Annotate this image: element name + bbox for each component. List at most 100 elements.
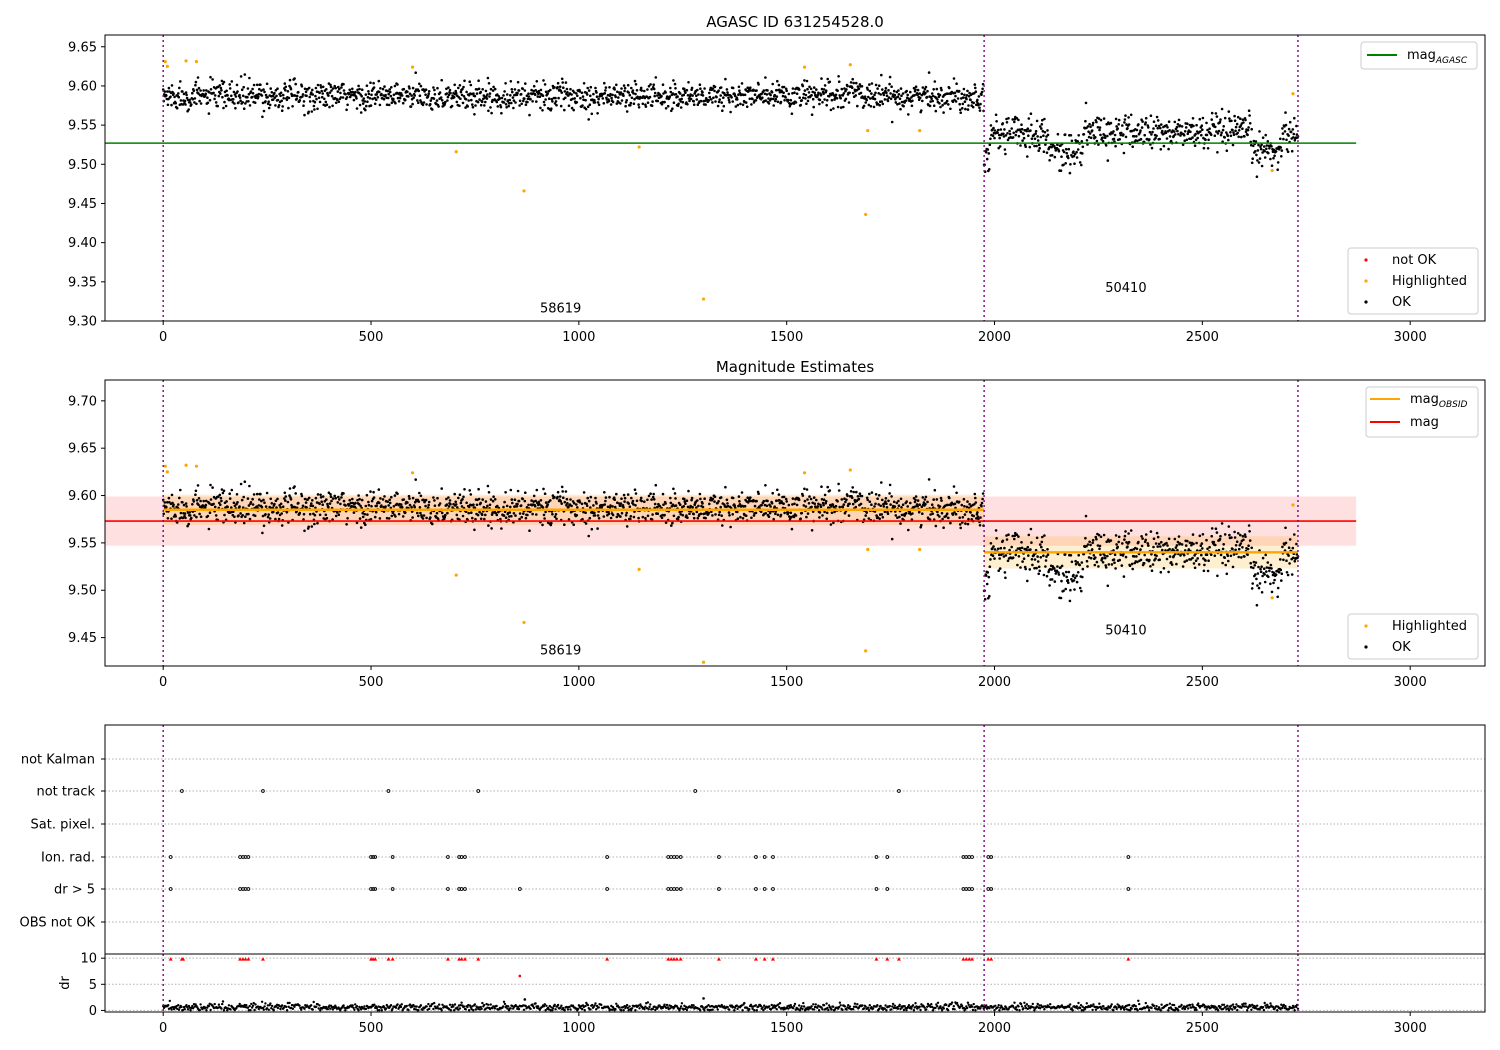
flag-marker (246, 855, 251, 859)
ok-point (518, 512, 522, 515)
ok-point (1133, 135, 1136, 138)
ok-point (527, 503, 530, 507)
ok-point (721, 109, 724, 112)
ok-point (1209, 553, 1213, 556)
ok-point (1172, 554, 1176, 558)
ok-point (1161, 129, 1164, 133)
ok-point (1210, 111, 1214, 115)
ok-point (1284, 526, 1287, 530)
ok-point (268, 517, 272, 520)
ok-point (960, 92, 964, 96)
dr-point (502, 1005, 505, 1008)
ok-point (455, 100, 459, 104)
ok-point (1013, 534, 1017, 537)
ok-point (183, 512, 187, 515)
ok-point (910, 518, 914, 521)
ok-point (585, 93, 589, 96)
ok-point (585, 504, 589, 508)
ok-point (1215, 115, 1219, 118)
ok-point (264, 505, 268, 508)
ok-point (1018, 128, 1022, 131)
ok-point (1002, 555, 1006, 558)
ok-point (318, 91, 321, 95)
ok-point (303, 113, 306, 117)
ok-point (314, 86, 318, 90)
ok-point (1183, 139, 1186, 142)
ok-point (418, 491, 421, 495)
ok-point (878, 517, 881, 521)
ok-point (284, 85, 288, 89)
ok-point (674, 504, 678, 507)
ok-point (1037, 149, 1040, 152)
ok-point (977, 95, 981, 98)
ok-point (1066, 154, 1070, 158)
ok-point (661, 83, 665, 86)
ok-point (338, 87, 341, 91)
ok-point (818, 98, 822, 102)
ok-point (890, 120, 894, 124)
ok-point (1104, 566, 1108, 569)
ok-point (1249, 143, 1253, 147)
dr-point (452, 1005, 455, 1008)
ok-point (1035, 536, 1039, 540)
ok-point (360, 94, 364, 98)
ok-point (310, 91, 313, 94)
ok-point (697, 93, 700, 96)
ok-point (1021, 560, 1024, 563)
ok-point (1053, 580, 1057, 583)
ok-point (727, 511, 731, 514)
ok-point (866, 498, 869, 502)
flag-marker (885, 887, 890, 891)
ok-point (255, 83, 259, 87)
ok-point (508, 511, 512, 514)
ok-point (622, 493, 626, 497)
ok-point (1001, 122, 1005, 125)
ok-point (811, 510, 815, 513)
dr-point (415, 1005, 418, 1008)
ok-point (731, 86, 735, 90)
dr-point (440, 1009, 443, 1012)
ok-point (1123, 538, 1126, 541)
ok-point (1200, 124, 1204, 127)
ok-point (601, 97, 605, 100)
ok-point (613, 498, 616, 502)
ok-point (1168, 129, 1171, 132)
ok-point (823, 98, 826, 101)
ok-point (868, 89, 872, 93)
ok-point (1140, 126, 1144, 129)
ok-point (479, 517, 483, 521)
ok-point (1075, 574, 1078, 577)
ok-point (613, 88, 616, 91)
highlighted-point (184, 59, 188, 63)
ok-point (1242, 538, 1245, 542)
ok-point (683, 497, 686, 501)
ok-point (804, 97, 807, 100)
ok-point (327, 505, 330, 509)
ok-point (1137, 540, 1140, 544)
ok-point (372, 81, 375, 85)
ok-point (644, 105, 648, 108)
ok-point (525, 94, 529, 97)
ok-point (631, 499, 635, 503)
ok-point (209, 75, 212, 79)
ok-point (631, 89, 635, 92)
ok-point (437, 105, 440, 108)
ok-point (1265, 570, 1268, 573)
x-tick-label: 3000 (1394, 675, 1427, 690)
ok-point (363, 100, 367, 103)
ok-point (301, 93, 305, 96)
ok-point (994, 113, 998, 117)
ok-point (1106, 134, 1109, 138)
ok-point (863, 95, 867, 98)
ok-point (770, 91, 774, 94)
ok-point (637, 516, 640, 520)
ok-point (622, 94, 625, 97)
ok-point (170, 517, 173, 520)
ok-point (1094, 535, 1098, 539)
ok-point (337, 85, 340, 89)
dr-point (254, 1003, 257, 1006)
ok-point (766, 499, 769, 503)
ok-point (474, 517, 477, 521)
ok-point (764, 512, 768, 515)
